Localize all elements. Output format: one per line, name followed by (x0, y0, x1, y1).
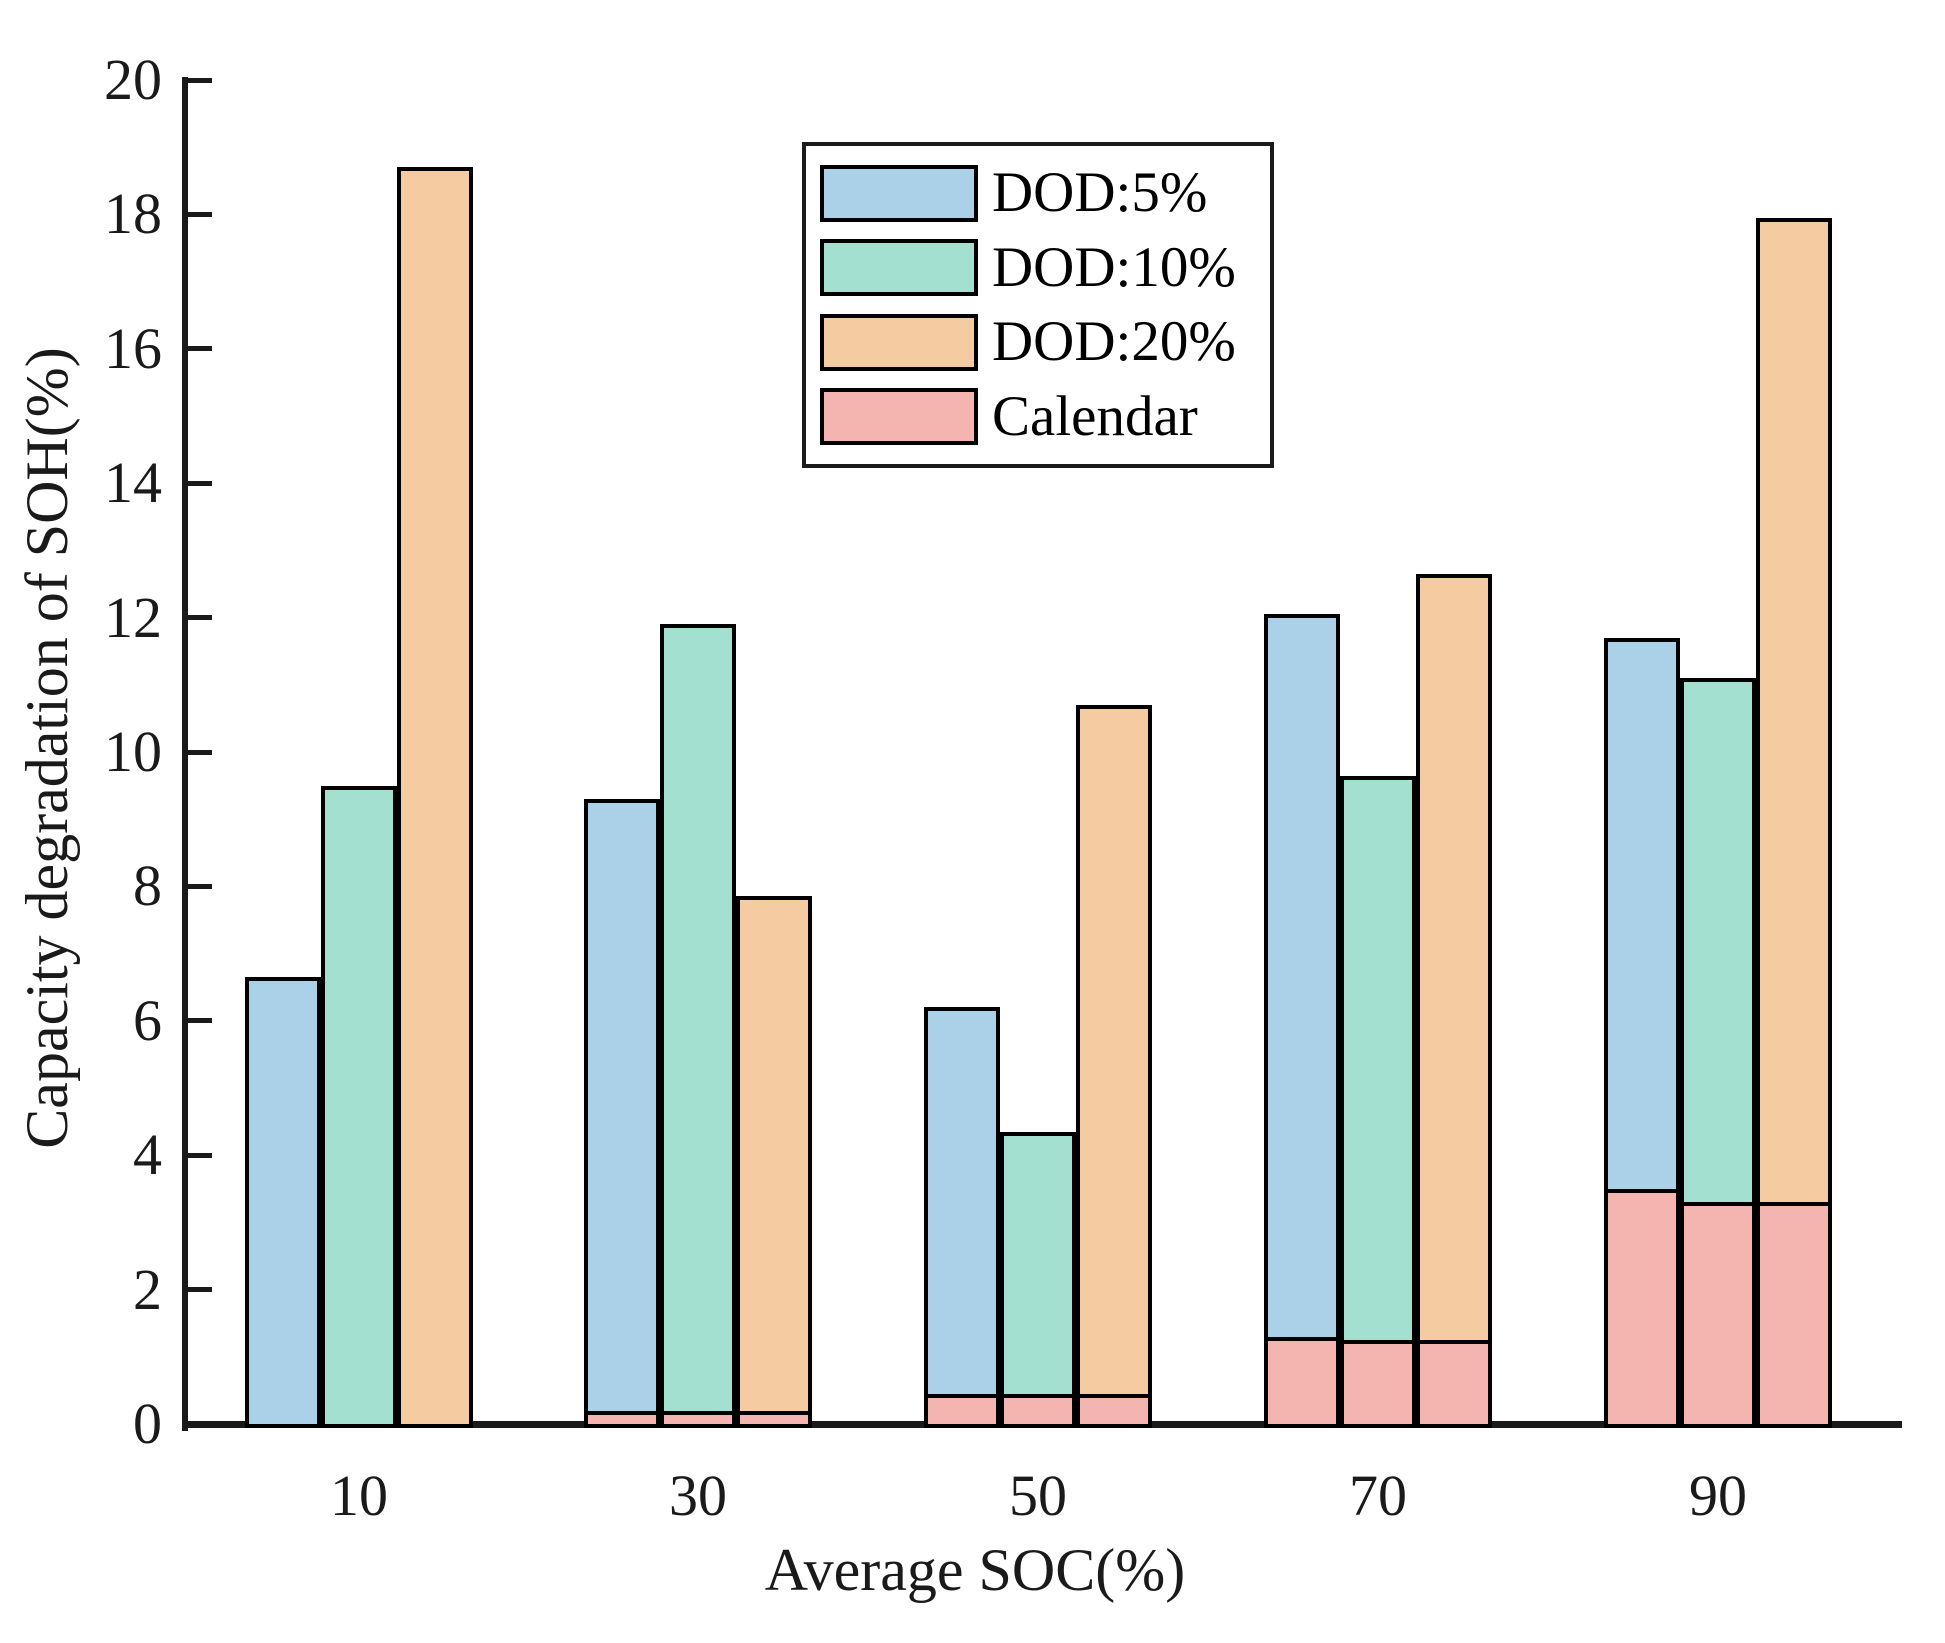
y-tick-label: 4 (133, 1122, 162, 1188)
bar-dod5-soc70 (1264, 614, 1340, 1428)
calendar-segment-soc90 (1680, 1202, 1756, 1428)
calendar-segment-soc30 (584, 1410, 660, 1428)
y-tick-label: 10 (104, 719, 162, 784)
calendar-segment-soc50 (1076, 1393, 1152, 1428)
y-tick-label: 14 (104, 450, 162, 516)
calendar-segment-soc30 (660, 1410, 736, 1428)
y-tick-mark (188, 480, 212, 486)
bar-dod10-soc30 (660, 624, 736, 1428)
legend-swatch (820, 313, 978, 371)
bar-dod10-soc70 (1340, 775, 1416, 1428)
calendar-segment-soc90 (1756, 1202, 1832, 1428)
legend-item-dod5: DOD:5% (820, 161, 1260, 225)
x-tick-label-10: 10 (330, 1463, 388, 1528)
legend-item-calendar: Calendar (820, 385, 1260, 449)
y-axis-line (182, 77, 188, 1431)
legend-swatch (820, 239, 978, 297)
y-tick-mark (188, 749, 212, 755)
bar-dod5-soc10 (245, 977, 321, 1428)
y-tick-label: 16 (104, 315, 162, 381)
y-tick-mark (188, 1152, 212, 1158)
calendar-segment-soc50 (1000, 1393, 1076, 1428)
bar-dod20-soc50 (1076, 704, 1152, 1428)
y-tick-label: 12 (104, 584, 162, 650)
bar-dod20-soc10 (397, 167, 473, 1428)
legend-label: DOD:5% (992, 161, 1208, 225)
y-tick-label: 6 (133, 987, 162, 1053)
y-tick-mark (188, 1287, 212, 1293)
y-tick-label: 2 (133, 1256, 162, 1322)
legend-label: DOD:10% (992, 235, 1236, 299)
bar-dod20-soc30 (736, 896, 812, 1428)
y-tick-label: 8 (133, 853, 162, 919)
calendar-segment-soc70 (1340, 1340, 1416, 1428)
y-tick-label: 20 (104, 47, 162, 112)
y-tick-mark (188, 883, 212, 889)
y-tick-mark (188, 346, 212, 352)
bar-dod5-soc30 (584, 799, 660, 1428)
x-tick-label-50: 50 (1009, 1463, 1067, 1528)
y-tick-mark (188, 1018, 212, 1024)
legend-item-dod10: DOD:10% (820, 236, 1260, 300)
y-tick-mark (188, 211, 212, 217)
y-tick-mark (188, 615, 212, 621)
y-axis-title: Capacity degradation of SOH(%) (14, 347, 80, 1149)
y-tick-mark (188, 77, 212, 83)
legend-swatch (820, 388, 978, 446)
y-tick-label: 0 (133, 1391, 162, 1456)
x-tick-label-70: 70 (1349, 1463, 1407, 1528)
bar-dod10-soc10 (321, 785, 397, 1428)
bar-dod10-soc50 (1000, 1131, 1076, 1428)
bar-dod20-soc70 (1416, 573, 1492, 1428)
calendar-segment-soc90 (1604, 1188, 1680, 1428)
calendar-segment-soc70 (1264, 1336, 1340, 1428)
bar-dod5-soc50 (924, 1007, 1000, 1428)
legend-label: Calendar (992, 384, 1198, 448)
calendar-segment-soc30 (736, 1410, 812, 1428)
legend-swatch (820, 164, 978, 222)
x-axis-title: Average SOC(%) (764, 1537, 1186, 1603)
calendar-segment-soc70 (1416, 1340, 1492, 1428)
legend-item-dod20: DOD:20% (820, 310, 1260, 374)
legend: DOD:5% DOD:10% DOD:20% Calendar (802, 142, 1274, 468)
legend-label: DOD:20% (992, 310, 1236, 374)
x-tick-label-30: 30 (669, 1463, 727, 1528)
y-tick-label: 18 (104, 181, 162, 247)
calendar-segment-soc50 (924, 1393, 1000, 1428)
x-tick-label-90: 90 (1689, 1463, 1747, 1528)
